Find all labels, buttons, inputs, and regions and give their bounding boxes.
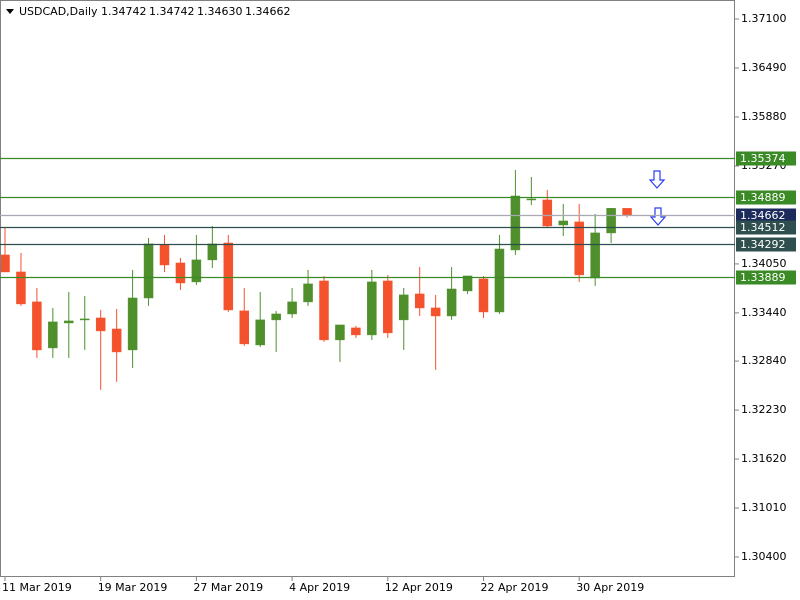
level-label-bg	[736, 208, 796, 223]
level-label-bg	[736, 151, 796, 166]
candle-body	[255, 319, 265, 346]
candle-body	[239, 310, 249, 345]
y-tick-label: 1.34050	[741, 257, 787, 270]
y-tick-label: 1.32230	[741, 403, 787, 416]
y-tick-label: 1.32840	[741, 354, 787, 367]
y-tick-label: 1.31620	[741, 452, 787, 465]
candle-body	[590, 232, 600, 279]
candle-body	[351, 327, 361, 336]
candle-body	[526, 198, 537, 201]
y-tick-label: 1.37100	[741, 12, 787, 25]
candle-body	[271, 313, 281, 321]
candle-body	[383, 280, 393, 334]
chart-title: USDCAD,Daily	[19, 5, 98, 18]
candle-body	[127, 297, 138, 351]
candle-body	[335, 324, 345, 341]
level-label: 1.34889	[740, 191, 786, 204]
x-tick-label: 19 Mar 2019	[98, 581, 168, 594]
down-arrow	[649, 207, 667, 226]
candle-body	[414, 293, 425, 309]
candle-body	[399, 294, 409, 321]
candle-body	[319, 280, 329, 341]
candle-body	[542, 199, 553, 227]
candle-body	[367, 281, 377, 336]
quote-value: 1.34662	[245, 5, 291, 18]
quote-value: 1.34630	[197, 5, 243, 18]
candle-body	[606, 208, 616, 234]
candle-body	[430, 307, 441, 317]
quote: 1.34742 1.34742 1.34630 1.34662	[101, 5, 291, 18]
candle-body	[175, 262, 186, 284]
level-label-bg	[736, 270, 796, 285]
level-label: 1.35374	[740, 152, 786, 165]
candle-body	[16, 271, 26, 305]
menu-triangle[interactable]	[6, 9, 14, 14]
y-tick-label: 1.35880	[741, 110, 787, 123]
candle-body	[159, 244, 170, 266]
candle-body	[574, 221, 584, 276]
level-label-bg	[736, 190, 796, 205]
level-label-bg	[736, 220, 796, 235]
candle-body	[494, 248, 505, 313]
x-tick-label: 30 Apr 2019	[576, 581, 644, 594]
candle-body	[207, 243, 218, 261]
y-tick-label: 1.30400	[741, 550, 787, 563]
candle-body	[510, 195, 521, 251]
y-tick-label: 1.31010	[741, 501, 787, 514]
x-tick-label: 22 Apr 2019	[481, 581, 549, 594]
signal-arrows	[648, 170, 667, 226]
level-label: 1.34662	[740, 209, 786, 222]
x-tick-label: 27 Mar 2019	[193, 581, 263, 594]
candle-body	[191, 259, 202, 283]
candle-body	[462, 275, 473, 292]
quote-value: 1.34742	[101, 5, 147, 18]
x-tick-label: 11 Mar 2019	[2, 581, 72, 594]
down-arrow	[648, 170, 666, 189]
candle-body	[558, 220, 568, 226]
quote-value: 1.34742	[149, 5, 195, 18]
candle-body	[622, 208, 632, 216]
candle-body	[446, 288, 457, 317]
candle-body	[1, 254, 10, 273]
candle-body	[48, 321, 58, 349]
candle-body	[143, 243, 154, 299]
candle-body	[478, 278, 489, 313]
candle-body	[80, 318, 90, 321]
candle-body	[95, 317, 106, 332]
candle-body	[32, 301, 42, 351]
x-tick-label: 12 Apr 2019	[385, 581, 453, 594]
level-label: 1.34512	[740, 221, 786, 234]
y-tick-label: 1.33440	[741, 306, 787, 319]
candle-body	[223, 242, 234, 311]
candle-body	[111, 328, 122, 353]
candle-body	[64, 320, 74, 324]
x-tick-label: 4 Apr 2019	[289, 581, 350, 594]
level-label: 1.33889	[740, 271, 786, 284]
y-tick-label: 1.36490	[741, 61, 787, 74]
candle-body	[303, 283, 313, 303]
candle-body	[287, 301, 297, 315]
candles	[1, 169, 632, 390]
level-label-bg	[736, 237, 796, 252]
level-label: 1.34292	[740, 238, 786, 251]
